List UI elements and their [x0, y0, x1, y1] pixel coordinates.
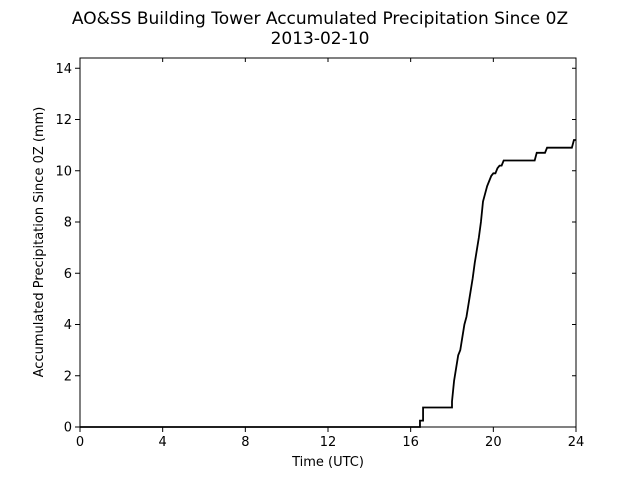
- y-tick-label: 12: [55, 113, 72, 128]
- y-tick-label: 4: [64, 318, 72, 333]
- chart-subtitle: 2013-02-10: [271, 29, 370, 49]
- y-tick-label: 2: [64, 369, 72, 384]
- y-tick-label: 14: [55, 62, 72, 77]
- plot-frame: [79, 57, 577, 428]
- x-tick-label: 20: [485, 435, 502, 450]
- chart-title: AO&SS Building Tower Accumulated Precipi…: [72, 9, 568, 29]
- x-tick-label: 8: [241, 435, 249, 450]
- x-tick-label: 4: [159, 435, 167, 450]
- y-tick-label: 6: [64, 267, 72, 282]
- x-tick-label: 24: [568, 435, 585, 450]
- x-tick-label: 16: [402, 435, 419, 450]
- y-tick-label: 0: [64, 421, 72, 436]
- x-axis: 0 4 8 12 16 20 24: [76, 58, 584, 450]
- y-axis: 0 2 4 6 8 10 12 14: [55, 62, 576, 436]
- series-line: [80, 139, 576, 428]
- y-axis-label: Accumulated Precipitation Since 0Z (mm): [32, 107, 47, 378]
- x-tick-label: 12: [320, 435, 337, 450]
- x-axis-label: Time (UTC): [291, 455, 364, 470]
- y-tick-label: 8: [64, 216, 72, 231]
- y-tick-label: 10: [55, 164, 72, 179]
- x-tick-label: 0: [76, 435, 84, 450]
